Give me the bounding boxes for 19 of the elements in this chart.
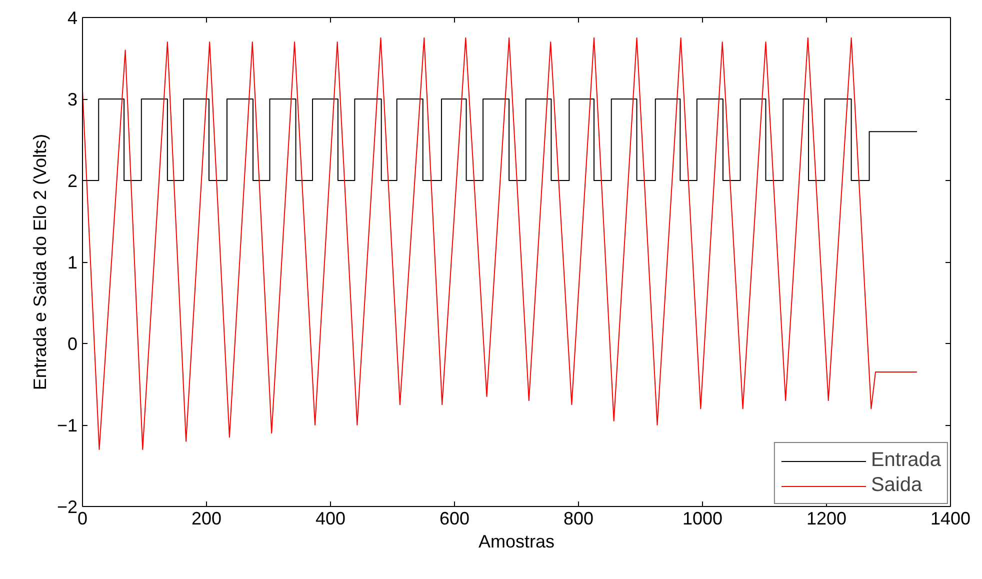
- y-tick-label: −1: [56, 416, 78, 436]
- x-tick-label: 400: [315, 508, 346, 528]
- y-tick-label: 0: [67, 334, 78, 354]
- x-tick-label: 1200: [806, 508, 847, 528]
- x-tick-label: 1400: [930, 508, 971, 528]
- x-axis-title: Amostras: [478, 532, 555, 552]
- y-tick-label: −2: [56, 497, 78, 517]
- y-axis-title: Entrada e Saida do Elo 2 (Volts): [30, 134, 50, 390]
- x-tick-label: 800: [563, 508, 594, 528]
- x-tick-label: 200: [191, 508, 222, 528]
- y-tick-label: 4: [67, 8, 78, 28]
- legend-label: Entrada: [870, 449, 941, 472]
- y-tick-label: 3: [67, 90, 78, 110]
- y-tick-label: 2: [67, 171, 78, 191]
- x-tick-label: 1000: [682, 508, 723, 528]
- legend-label: Saida: [870, 474, 922, 497]
- x-tick-label: 600: [439, 508, 470, 528]
- y-tick-label: 1: [67, 252, 78, 272]
- line-series: [82, 37, 918, 450]
